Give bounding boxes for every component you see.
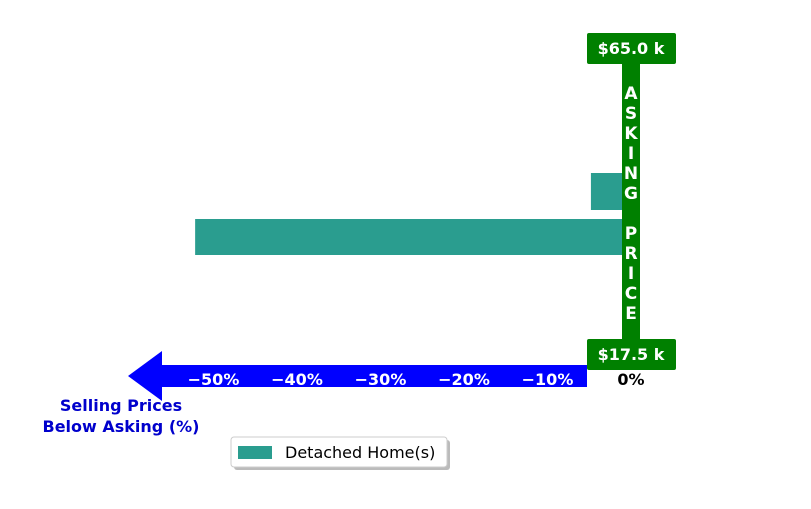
legend-swatch	[238, 446, 272, 459]
x-tick-label: −20%	[438, 370, 490, 389]
x-tick-label: −10%	[522, 370, 574, 389]
bar	[195, 219, 631, 255]
asking-bottom-value-box	[587, 339, 676, 370]
asking-price-letter: C	[625, 284, 637, 304]
legend-label: Detached Home(s)	[285, 443, 435, 462]
asking-price-letter: R	[624, 244, 637, 264]
asking-top-value: $65.0 k	[598, 39, 665, 58]
asking-price-letter: I	[628, 264, 634, 284]
x-tick-label: −40%	[271, 370, 323, 389]
asking-top-value-box	[587, 33, 676, 64]
asking-price-letter: E	[625, 304, 637, 324]
asking-bottom-value: $17.5 k	[598, 345, 665, 364]
asking-price-band	[622, 60, 640, 350]
asking-price-letter: K	[624, 124, 638, 144]
x-tick-label: −30%	[355, 370, 407, 389]
x-tick-label: 0%	[617, 370, 644, 389]
x-tick-labels: −50% −40% −30% −20% −10% 0%	[188, 370, 645, 389]
asking-price-letter: I	[628, 144, 634, 164]
asking-price-letter: A	[624, 84, 638, 104]
bars	[195, 173, 631, 255]
x-axis-label: Selling Prices Below Asking (%)	[43, 396, 200, 436]
legend: Detached Home(s)	[230, 436, 450, 470]
asking-price-letter: S	[625, 104, 637, 124]
asking-price-letter: G	[624, 184, 638, 204]
axis-arrow	[128, 351, 587, 401]
x-tick-label: −50%	[188, 370, 240, 389]
asking-price-letter: P	[625, 224, 637, 244]
asking-price-letter: N	[624, 164, 638, 184]
